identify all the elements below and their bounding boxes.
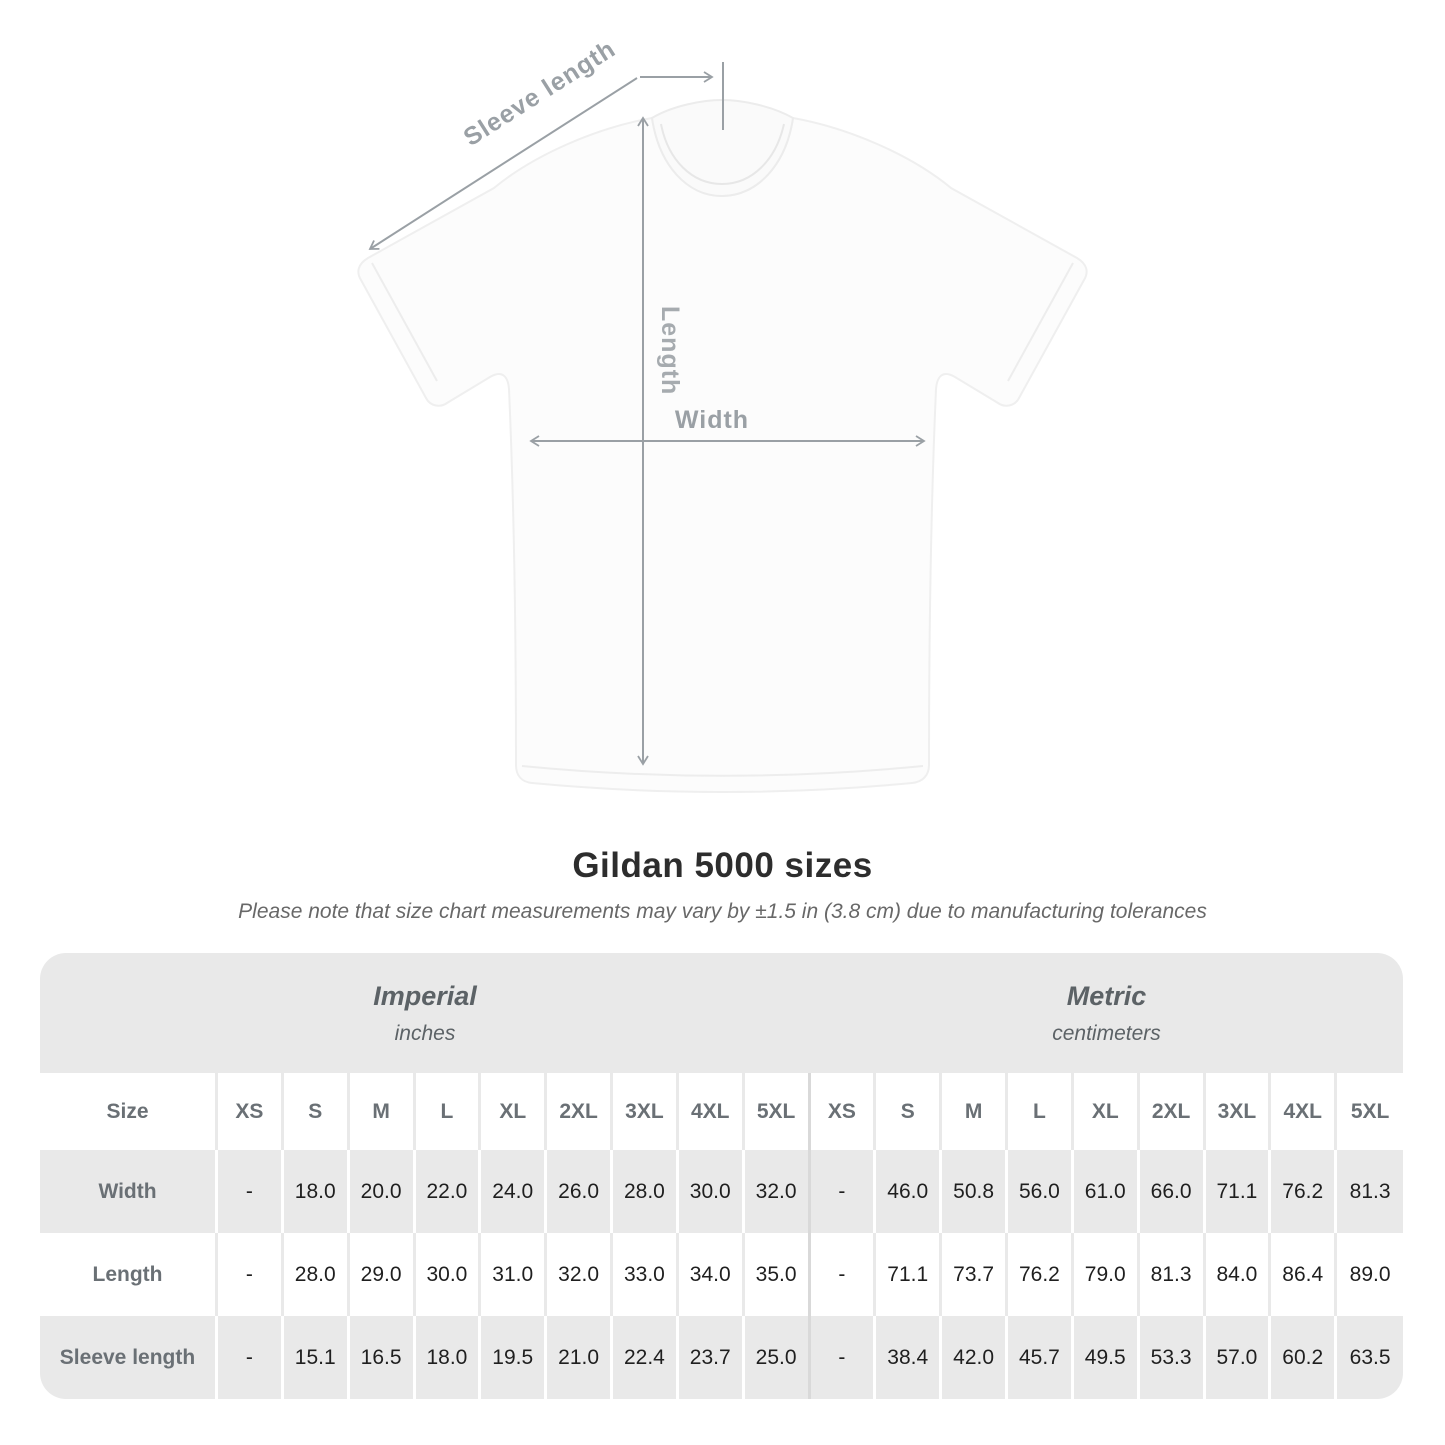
table-cell: 89.0	[1337, 1233, 1403, 1316]
row-label: Width	[40, 1150, 218, 1233]
size-col-header: 2XL	[547, 1073, 613, 1150]
size-col-header: 4XL	[1271, 1073, 1338, 1150]
table-cell: 25.0	[744, 1316, 811, 1399]
size-col-header: XS	[810, 1073, 877, 1150]
tolerance-note: Please note that size chart measurements…	[238, 900, 1207, 923]
table-cell: 50.8	[942, 1150, 1008, 1233]
table-cell: 81.3	[1139, 1233, 1206, 1316]
table-cell: 29.0	[349, 1233, 416, 1316]
table-cell: 76.2	[1271, 1150, 1338, 1233]
row-label: Sleeve length	[40, 1316, 218, 1399]
imperial-title: Imperial	[373, 980, 477, 1011]
size-col-header: 2XL	[1139, 1073, 1206, 1150]
table-cell: 81.3	[1337, 1150, 1403, 1233]
table-cell: -	[218, 1316, 284, 1399]
table-cell: 30.0	[415, 1233, 482, 1316]
size-col-header: XL	[1073, 1073, 1140, 1150]
size-col-header: M	[942, 1073, 1008, 1150]
size-col-header: 3XL	[613, 1073, 679, 1150]
table-cell: -	[218, 1233, 284, 1316]
table-cell: 71.1	[876, 1233, 943, 1316]
table-cell: 31.0	[481, 1233, 548, 1316]
table-cell: 53.3	[1139, 1316, 1206, 1399]
size-header-label: Size	[40, 1073, 218, 1150]
table-cell: 18.0	[415, 1316, 482, 1399]
table-cell: -	[218, 1150, 284, 1233]
size-col-header: M	[349, 1073, 416, 1150]
table-cell: 84.0	[1205, 1233, 1272, 1316]
table-cell: 38.4	[876, 1316, 943, 1399]
tshirt-image	[357, 98, 1088, 793]
table-cell: 45.7	[1008, 1316, 1074, 1399]
table-cell: 46.0	[876, 1150, 943, 1233]
table-cell: 79.0	[1073, 1233, 1140, 1316]
table-cell: 34.0	[678, 1233, 745, 1316]
table-cell: 32.0	[744, 1150, 811, 1233]
table-cell: 86.4	[1271, 1233, 1338, 1316]
size-col-header: 5XL	[744, 1073, 811, 1150]
imperial-unit: inches	[394, 1021, 456, 1045]
table-cell: 21.0	[547, 1316, 613, 1399]
table-cell: 28.0	[613, 1150, 679, 1233]
size-col-header: S	[283, 1073, 350, 1150]
table-cell: 61.0	[1073, 1150, 1140, 1233]
size-grid: Size XS S M L XL 2XL 3XL 4XL 5XL XS S M …	[40, 1073, 1403, 1399]
table-cell: 24.0	[481, 1150, 548, 1233]
table-cell: 73.7	[942, 1233, 1008, 1316]
table-cell: 66.0	[1139, 1150, 1206, 1233]
tshirt-diagram: Sleeve length Length Width	[357, 35, 1088, 793]
metric-unit: centimeters	[1052, 1021, 1161, 1045]
table-cell: 22.0	[415, 1150, 482, 1233]
table-cell: 71.1	[1205, 1150, 1272, 1233]
table-cell: 56.0	[1008, 1150, 1074, 1233]
table-cell: -	[810, 1150, 877, 1233]
size-col-header: L	[1008, 1073, 1074, 1150]
table-cell: -	[810, 1316, 877, 1399]
unit-group-metric: Metric centimeters	[810, 953, 1403, 1073]
table-cell: -	[810, 1233, 877, 1316]
heading: Gildan 5000 sizes Please note that size …	[0, 846, 1445, 924]
table-cell: 32.0	[547, 1233, 613, 1316]
size-col-header: 3XL	[1205, 1073, 1272, 1150]
table-cell: 42.0	[942, 1316, 1008, 1399]
table-cell: 20.0	[349, 1150, 416, 1233]
page-title: Gildan 5000 sizes	[572, 846, 873, 885]
table-cell: 30.0	[678, 1150, 745, 1233]
length-label: Length	[656, 306, 684, 395]
table-cell: 18.0	[283, 1150, 350, 1233]
size-col-header: S	[876, 1073, 943, 1150]
size-col-header: L	[415, 1073, 482, 1150]
table-cell: 76.2	[1008, 1233, 1074, 1316]
metric-title: Metric	[1066, 980, 1147, 1011]
table-cell: 63.5	[1337, 1316, 1403, 1399]
size-col-header: 5XL	[1337, 1073, 1403, 1150]
size-col-header: XL	[481, 1073, 548, 1150]
table-cell: 33.0	[613, 1233, 679, 1316]
table-cell: 28.0	[283, 1233, 350, 1316]
size-table: Imperial inches Metric centimeters Size …	[40, 953, 1403, 1399]
table-cell: 49.5	[1073, 1316, 1140, 1399]
table-cell: 15.1	[283, 1316, 350, 1399]
table-cell: 22.4	[613, 1316, 679, 1399]
table-cell: 26.0	[547, 1150, 613, 1233]
table-cell: 60.2	[1271, 1316, 1338, 1399]
size-col-header: XS	[218, 1073, 284, 1150]
table-cell: 16.5	[349, 1316, 416, 1399]
table-cell: 35.0	[744, 1233, 811, 1316]
table-cell: 57.0	[1205, 1316, 1272, 1399]
row-label: Length	[40, 1233, 218, 1316]
sleeve-length-arrow	[368, 77, 638, 250]
table-cell: 23.7	[678, 1316, 745, 1399]
width-label: Width	[675, 406, 749, 434]
unit-group-imperial: Imperial inches	[40, 953, 810, 1073]
unit-header-band: Imperial inches Metric centimeters	[40, 953, 1403, 1073]
table-cell: 19.5	[481, 1316, 548, 1399]
size-col-header: 4XL	[678, 1073, 745, 1150]
